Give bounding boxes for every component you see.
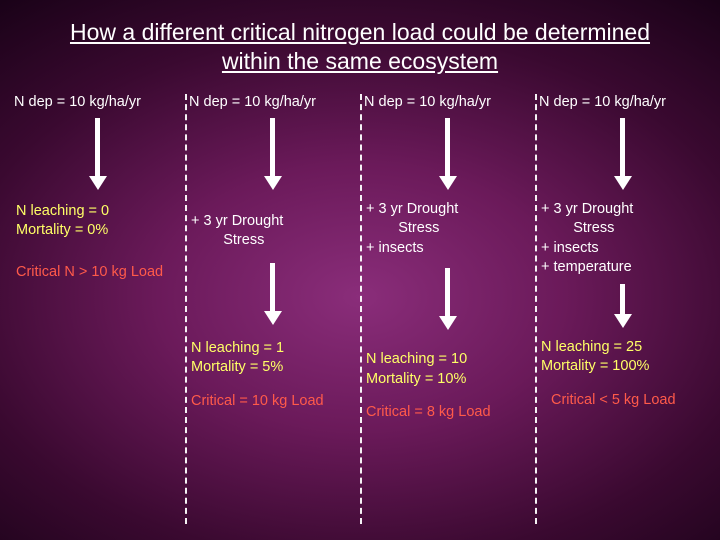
arrow-head-icon [264, 176, 282, 190]
arrow-line [620, 118, 625, 176]
arrow-col1-top [89, 118, 107, 190]
col3-stress: + 3 yr Drought Stress + insects [366, 200, 529, 259]
ndep-label-3: N dep = 10 kg/ha/yr [364, 94, 529, 110]
arrow-col4-mid [614, 284, 632, 328]
col4-critical: Critical < 5 kg Load [541, 391, 704, 411]
arrow-col2-top [264, 118, 282, 190]
col4-result: N leaching = 25 Mortality = 100% [541, 338, 704, 377]
col3-result-l2: Mortality = 10% [366, 370, 529, 390]
ndep-label-4: N dep = 10 kg/ha/yr [539, 94, 704, 110]
column-2: N dep = 10 kg/ha/yr + 3 yr Drought Stres… [185, 94, 360, 524]
col1-result-l2: Mortality = 0% [16, 221, 179, 241]
slide-content: How a different critical nitrogen load c… [0, 0, 720, 540]
arrow-line [95, 118, 100, 176]
ndep-label-1: N dep = 10 kg/ha/yr [14, 94, 179, 110]
arrow-line [445, 118, 450, 176]
col3-critical: Critical = 8 kg Load [366, 403, 529, 423]
col2-stress: + 3 yr Drought Stress [191, 212, 354, 251]
col1-critical: Critical N > 10 kg Load [16, 263, 179, 283]
col4-stress: + 3 yr Drought Stress + insects + temper… [541, 200, 704, 278]
col2-result-l2: Mortality = 5% [191, 358, 354, 378]
col3-result: N leaching = 10 Mortality = 10% [366, 350, 529, 389]
arrow-head-icon [614, 176, 632, 190]
col1-result-l1: N leaching = 0 [16, 202, 179, 222]
col1-result: N leaching = 0 Mortality = 0% [16, 202, 179, 241]
col2-critical: Critical = 10 kg Load [191, 392, 354, 412]
col2-result: N leaching = 1 Mortality = 5% [191, 339, 354, 378]
col3-result-l1: N leaching = 10 [366, 350, 529, 370]
arrow-line [620, 284, 625, 314]
arrow-col3-top [439, 118, 457, 190]
arrow-head-icon [439, 176, 457, 190]
column-4: N dep = 10 kg/ha/yr + 3 yr Drought Stres… [535, 94, 710, 524]
column-3: N dep = 10 kg/ha/yr + 3 yr Drought Stres… [360, 94, 535, 524]
col2-result-l1: N leaching = 1 [191, 339, 354, 359]
arrow-col3-mid [439, 268, 457, 330]
arrow-line [445, 268, 450, 316]
arrow-head-icon [614, 314, 632, 328]
col4-result-l1: N leaching = 25 [541, 338, 704, 358]
arrow-head-icon [264, 311, 282, 325]
columns-container: N dep = 10 kg/ha/yr N leaching = 0 Morta… [10, 94, 710, 524]
slide-title: How a different critical nitrogen load c… [10, 18, 710, 76]
arrow-col2-mid [264, 263, 282, 325]
col4-result-l2: Mortality = 100% [541, 357, 704, 377]
arrow-line [270, 263, 275, 311]
ndep-label-2: N dep = 10 kg/ha/yr [189, 94, 354, 110]
arrow-col4-top [614, 118, 632, 190]
arrow-line [270, 118, 275, 176]
arrow-head-icon [439, 316, 457, 330]
arrow-head-icon [89, 176, 107, 190]
column-1: N dep = 10 kg/ha/yr N leaching = 0 Morta… [10, 94, 185, 524]
